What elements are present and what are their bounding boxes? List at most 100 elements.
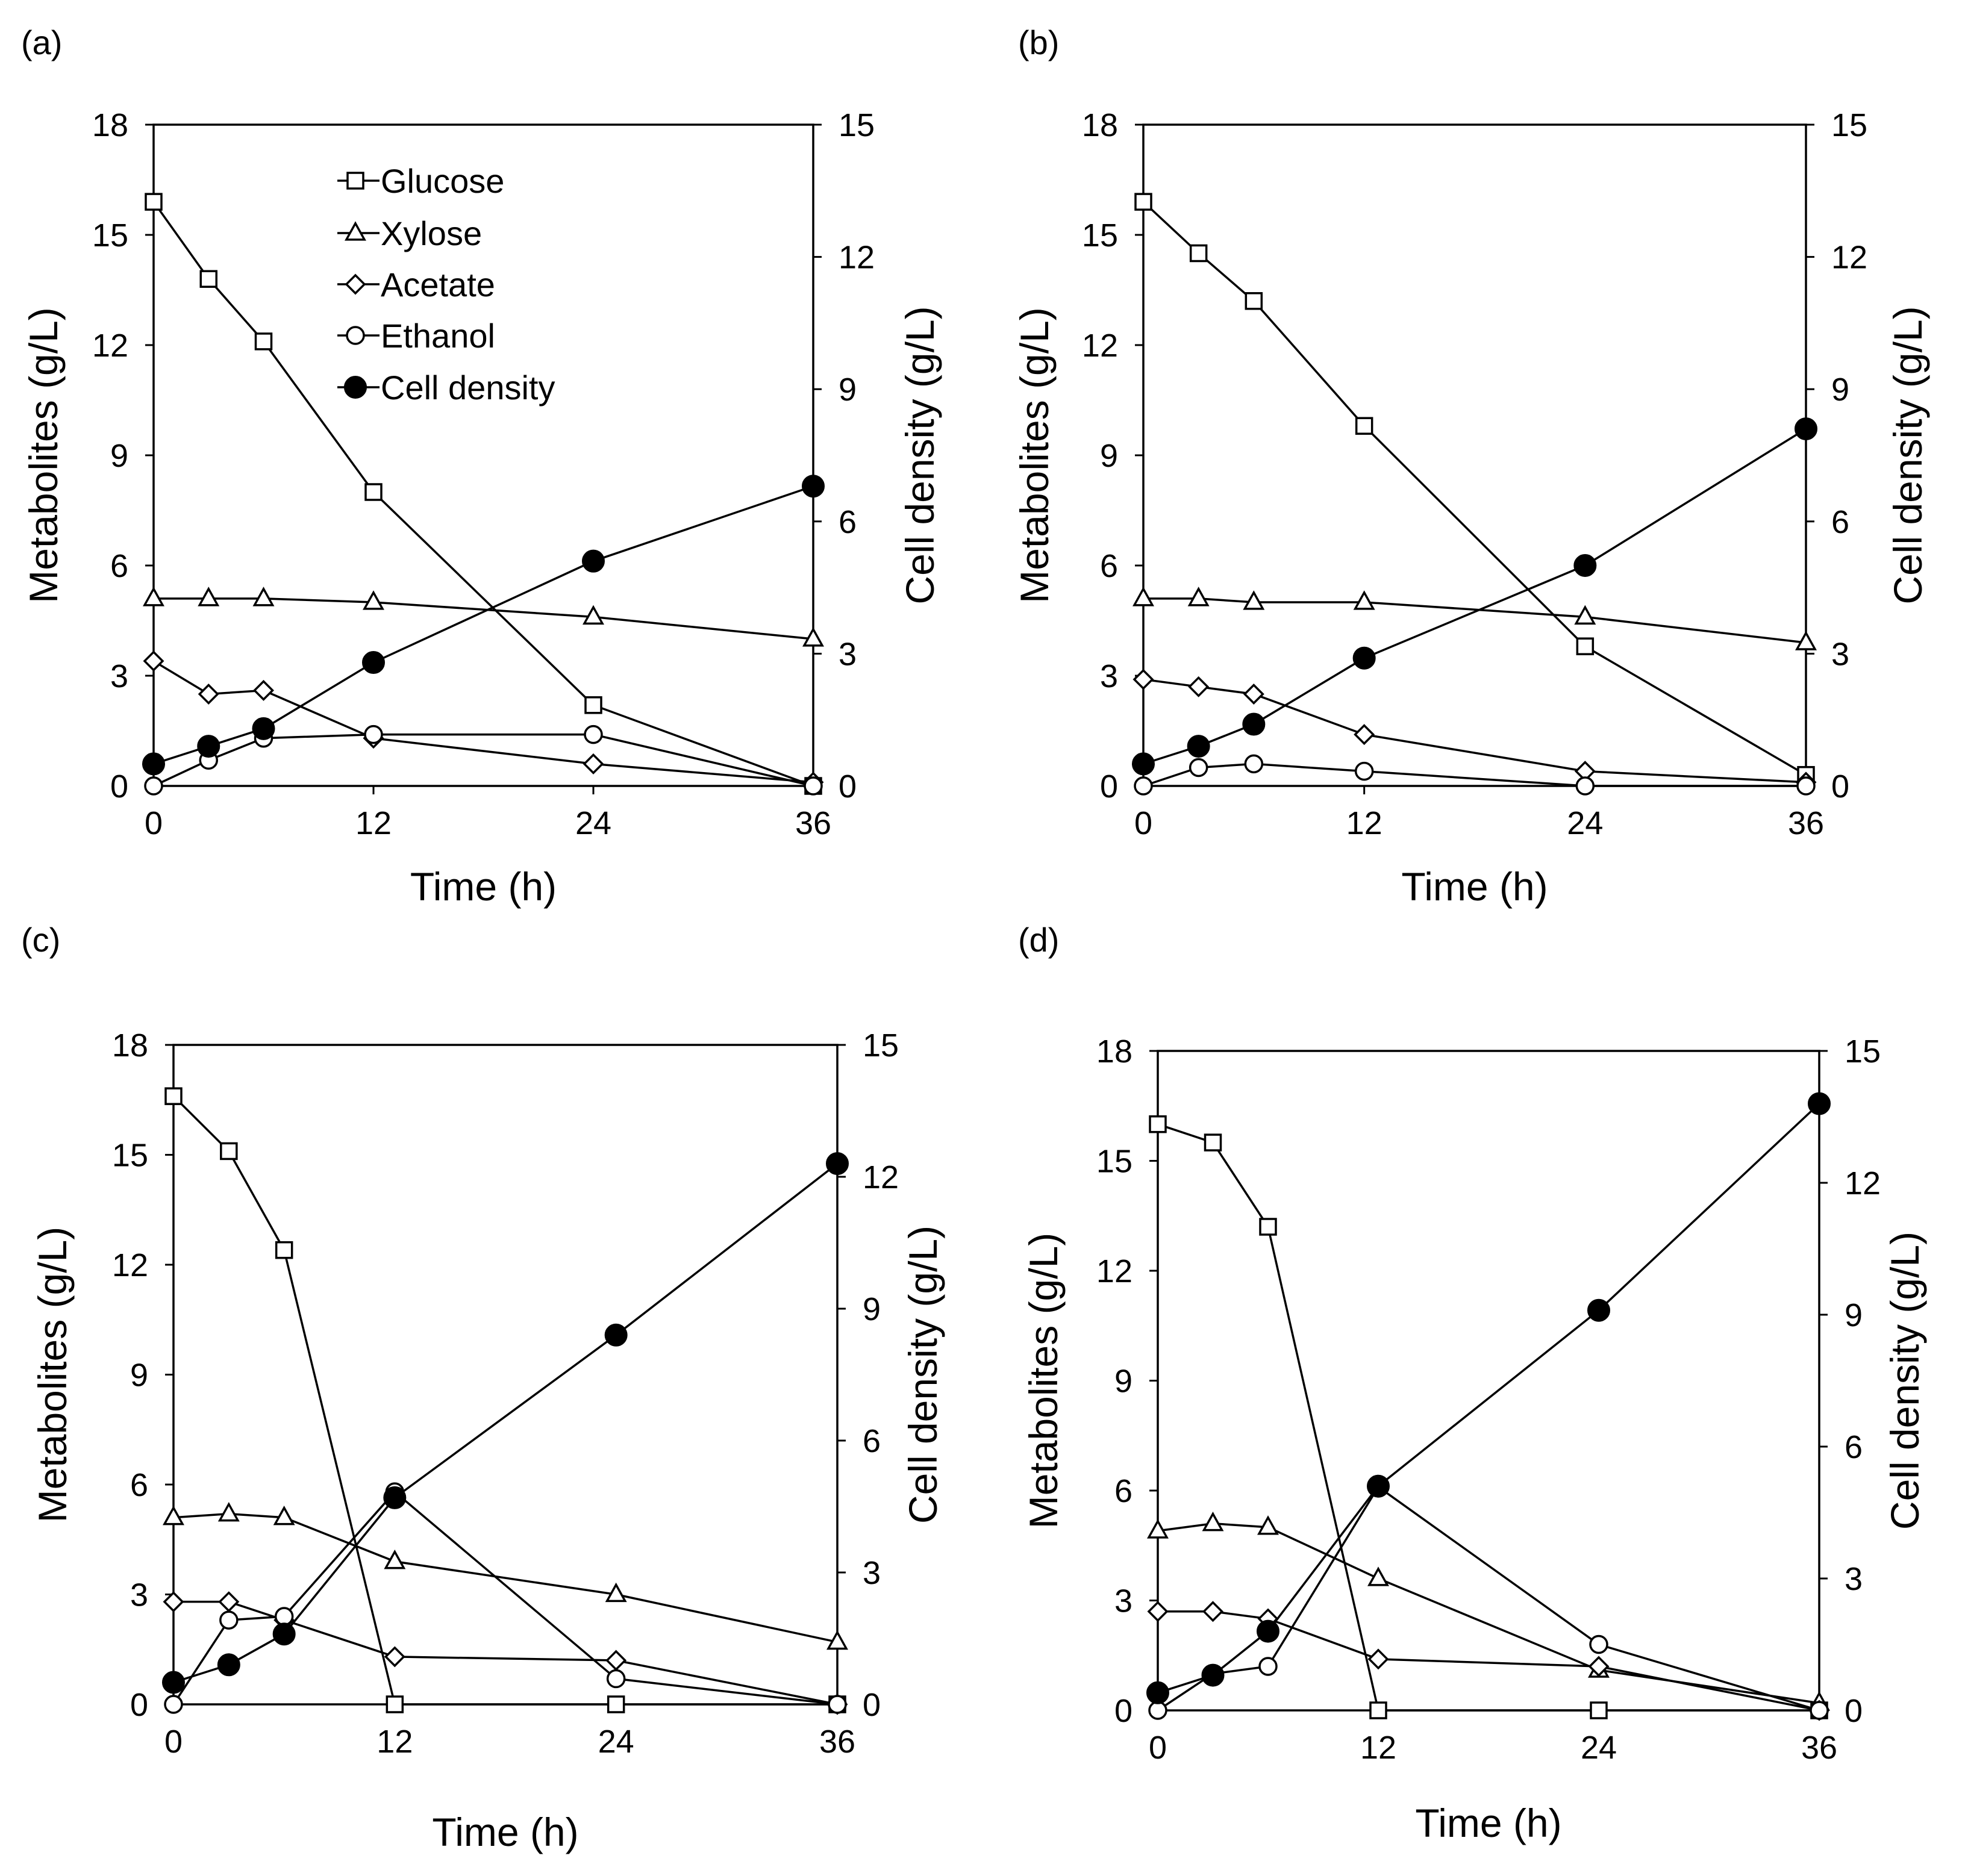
data-point-cell-density [1573, 554, 1597, 577]
series-line-glucose [1157, 1123, 1819, 1712]
data-point-xylose [1353, 590, 1375, 610]
data-point-acetate [1367, 1648, 1389, 1670]
data-point-ethanol [1148, 1701, 1167, 1720]
data-point-xylose [1795, 631, 1817, 650]
series-line-glucose [172, 1095, 837, 1706]
series-line-xylose [154, 597, 814, 640]
series-line-acetate [153, 660, 814, 784]
x-tick-label: 24 [1581, 1730, 1617, 1766]
data-point-cell-density [1132, 752, 1155, 776]
y2-tick-label: 9 [839, 372, 857, 408]
data-point-xylose [826, 1630, 848, 1650]
y2-tick-label: 9 [1845, 1297, 1863, 1333]
series-line-xylose [173, 1512, 838, 1644]
data-point-cell-density [1146, 1681, 1169, 1704]
legend-marker-ethanol [346, 326, 365, 345]
y2-tick-label: 0 [839, 768, 857, 805]
y2-tick-label: 9 [863, 1291, 881, 1327]
x-tick-label: 36 [1801, 1730, 1837, 1766]
y-tick-label: 9 [1114, 1363, 1132, 1400]
x-axis-label: Time (h) [1415, 1801, 1561, 1845]
y-tick-label: 18 [112, 1027, 148, 1064]
data-point-glucose [1259, 1218, 1277, 1236]
data-point-ethanol [1244, 754, 1264, 774]
data-point-glucose [199, 270, 217, 288]
data-point-cell-density [1242, 712, 1266, 736]
data-point-acetate [1354, 724, 1375, 746]
y2-tick-label: 6 [863, 1423, 881, 1459]
data-point-glucose [1204, 1133, 1222, 1151]
data-point-acetate [253, 679, 274, 701]
data-point-xylose [163, 1506, 184, 1525]
y2-tick-label: 3 [863, 1555, 881, 1591]
x-tick-label: 12 [355, 805, 392, 841]
legend-marker-acetate [345, 273, 366, 295]
data-point-acetate [143, 650, 164, 672]
x-tick-label: 12 [1360, 1730, 1396, 1766]
data-point-cell-density [217, 1653, 240, 1677]
data-point-cell-density [162, 1671, 185, 1694]
x-axis-label: Time (h) [1401, 864, 1548, 909]
legend-item-glucose: Glucose [337, 162, 504, 200]
data-point-glucose [1590, 1701, 1608, 1719]
series-line-acetate [1143, 678, 1807, 784]
y2-tick-label: 12 [1845, 1165, 1881, 1201]
y-tick-label: 12 [92, 328, 128, 364]
data-point-acetate [1132, 668, 1154, 690]
x-axis-label: Time (h) [432, 1810, 578, 1854]
legend: Glucose Xylose Acetate Ethanol Cell density [337, 162, 555, 407]
series-line-cell-density [1143, 428, 1807, 765]
y2-tick-label: 9 [1831, 372, 1849, 408]
series-line-ethanol [1157, 1485, 1820, 1712]
data-point-cell-density [1808, 1092, 1831, 1115]
x-tick-label: 0 [1134, 805, 1152, 841]
plot-frame [172, 1044, 839, 1706]
data-point-xylose [605, 1582, 627, 1603]
plot-frame [1157, 1050, 1820, 1712]
y2-axis-label: Cell density (g/L) [901, 1226, 945, 1524]
data-point-glucose [364, 483, 383, 501]
data-point-xylose [583, 605, 604, 625]
legend-label-ethanol: Ethanol [381, 317, 495, 355]
series-line-ethanol [1143, 762, 1806, 787]
data-point-xylose [252, 587, 275, 606]
data-point-xylose [1187, 587, 1210, 606]
y-tick-label: 0 [110, 768, 128, 805]
legend-item-xylose: Xylose [337, 214, 482, 252]
y-tick-label: 9 [130, 1357, 148, 1394]
data-point-ethanol [804, 776, 823, 796]
y2-axis-label: Cell density (g/L) [898, 306, 942, 604]
data-point-xylose [143, 587, 164, 606]
data-point-ethanol [1589, 1634, 1608, 1654]
legend-marker-cell-density [344, 376, 367, 399]
legend-label-xylose: Xylose [381, 214, 482, 252]
data-point-xylose [1147, 1519, 1169, 1539]
data-point-glucose [1134, 193, 1152, 211]
data-point-cell-density [362, 651, 385, 675]
x-tick-label: 24 [1567, 805, 1603, 841]
series-line-cell-density [153, 485, 814, 765]
data-point-xylose [363, 590, 384, 610]
data-point-ethanol [1796, 776, 1816, 796]
y-tick-label: 3 [110, 658, 128, 694]
data-point-xylose [1367, 1566, 1389, 1586]
legend-item-acetate: Acetate [337, 266, 495, 304]
y2-tick-label: 6 [1831, 504, 1849, 540]
data-point-ethanol [1575, 776, 1595, 796]
panel-label: (a) [21, 23, 62, 61]
data-point-glucose [1245, 292, 1263, 310]
data-point-ethanol [144, 776, 163, 796]
data-point-acetate [163, 1591, 184, 1613]
data-point-xylose [802, 627, 824, 647]
y-tick-label: 9 [110, 438, 128, 474]
data-point-glucose [1576, 637, 1595, 655]
data-point-xylose [1257, 1515, 1279, 1535]
panel-label: (d) [1018, 921, 1059, 959]
data-point-glucose [164, 1087, 183, 1105]
data-point-cell-density [383, 1486, 407, 1509]
data-point-ethanol [274, 1607, 294, 1626]
x-tick-label: 0 [1149, 1730, 1167, 1766]
data-point-xylose [273, 1506, 295, 1525]
plot-frame [1142, 123, 1807, 787]
data-point-glucose [1369, 1701, 1387, 1719]
